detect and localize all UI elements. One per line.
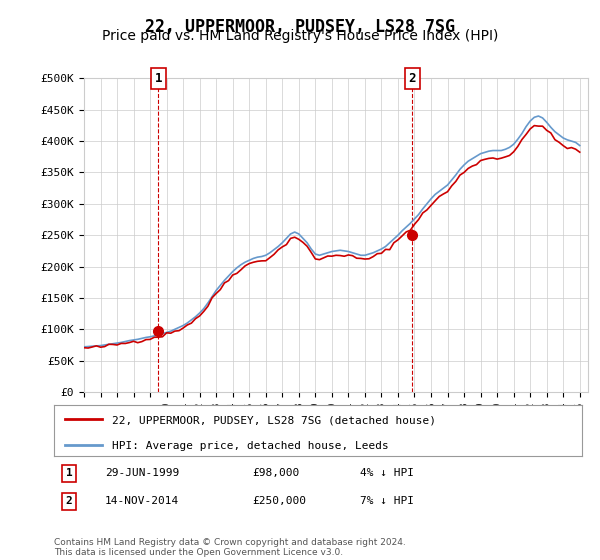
Text: £98,000: £98,000	[252, 468, 299, 478]
Text: 2: 2	[65, 496, 73, 506]
Text: 1: 1	[65, 468, 73, 478]
Text: 4% ↓ HPI: 4% ↓ HPI	[360, 468, 414, 478]
Text: 2: 2	[409, 72, 416, 85]
Text: HPI: Average price, detached house, Leeds: HPI: Average price, detached house, Leed…	[112, 441, 389, 451]
Text: 1: 1	[154, 72, 162, 85]
Text: 29-JUN-1999: 29-JUN-1999	[105, 468, 179, 478]
Text: Price paid vs. HM Land Registry's House Price Index (HPI): Price paid vs. HM Land Registry's House …	[102, 29, 498, 43]
Text: 14-NOV-2014: 14-NOV-2014	[105, 496, 179, 506]
Text: Contains HM Land Registry data © Crown copyright and database right 2024.
This d: Contains HM Land Registry data © Crown c…	[54, 538, 406, 557]
Text: 22, UPPERMOOR, PUDSEY, LS28 7SG: 22, UPPERMOOR, PUDSEY, LS28 7SG	[145, 18, 455, 36]
Text: £250,000: £250,000	[252, 496, 306, 506]
Text: 7% ↓ HPI: 7% ↓ HPI	[360, 496, 414, 506]
Text: 22, UPPERMOOR, PUDSEY, LS28 7SG (detached house): 22, UPPERMOOR, PUDSEY, LS28 7SG (detache…	[112, 416, 436, 426]
